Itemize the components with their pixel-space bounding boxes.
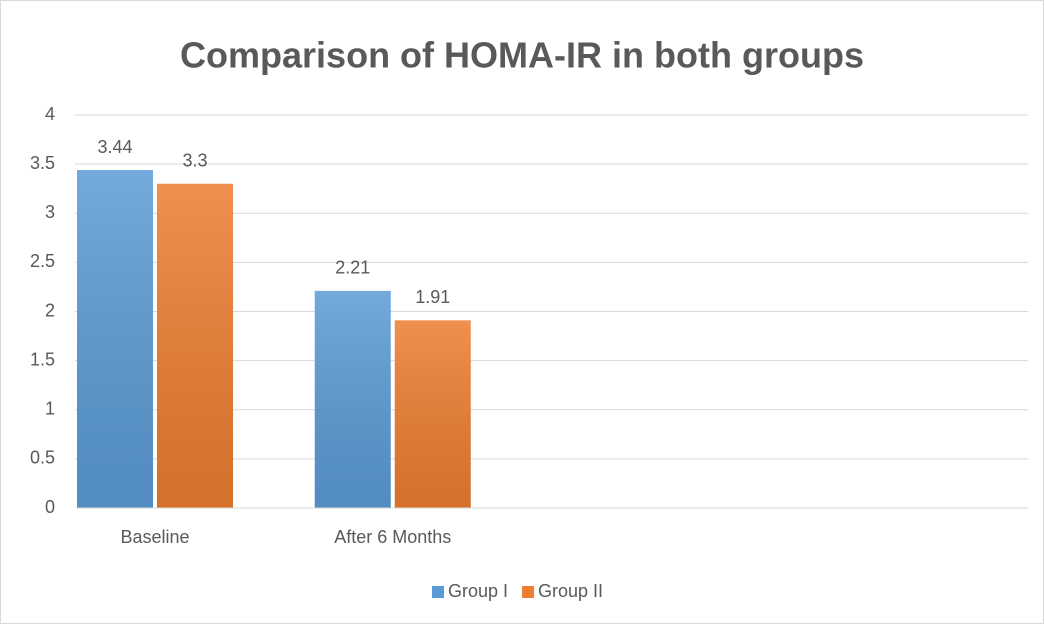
y-tick-label: 3 [45, 202, 55, 222]
data-label: 1.91 [415, 287, 450, 307]
y-tick-label: 1.5 [30, 349, 55, 369]
y-tick-label: 0.5 [30, 448, 55, 468]
bar [314, 290, 391, 508]
legend-label: Group II [538, 581, 603, 601]
data-label: 3.44 [97, 137, 132, 157]
x-tick-label: Baseline [120, 527, 189, 547]
legend-label: Group I [448, 581, 508, 601]
y-tick-label: 3.5 [30, 153, 55, 173]
legend-swatch [522, 586, 535, 598]
x-tick-label: After 6 Months [334, 527, 451, 547]
y-tick-label: 4 [45, 104, 55, 124]
chart-title: Comparison of HOMA-IR in both groups [180, 35, 864, 76]
y-tick-label: 1 [45, 399, 55, 419]
y-tick-label: 2 [45, 300, 55, 320]
bar [157, 183, 233, 508]
bar [77, 170, 153, 508]
data-label: 2.21 [335, 258, 370, 278]
data-label: 3.3 [182, 151, 207, 171]
y-tick-label: 2.5 [30, 251, 55, 271]
y-tick-label: 0 [45, 497, 55, 517]
bar [394, 320, 471, 508]
legend-swatch [432, 586, 444, 598]
